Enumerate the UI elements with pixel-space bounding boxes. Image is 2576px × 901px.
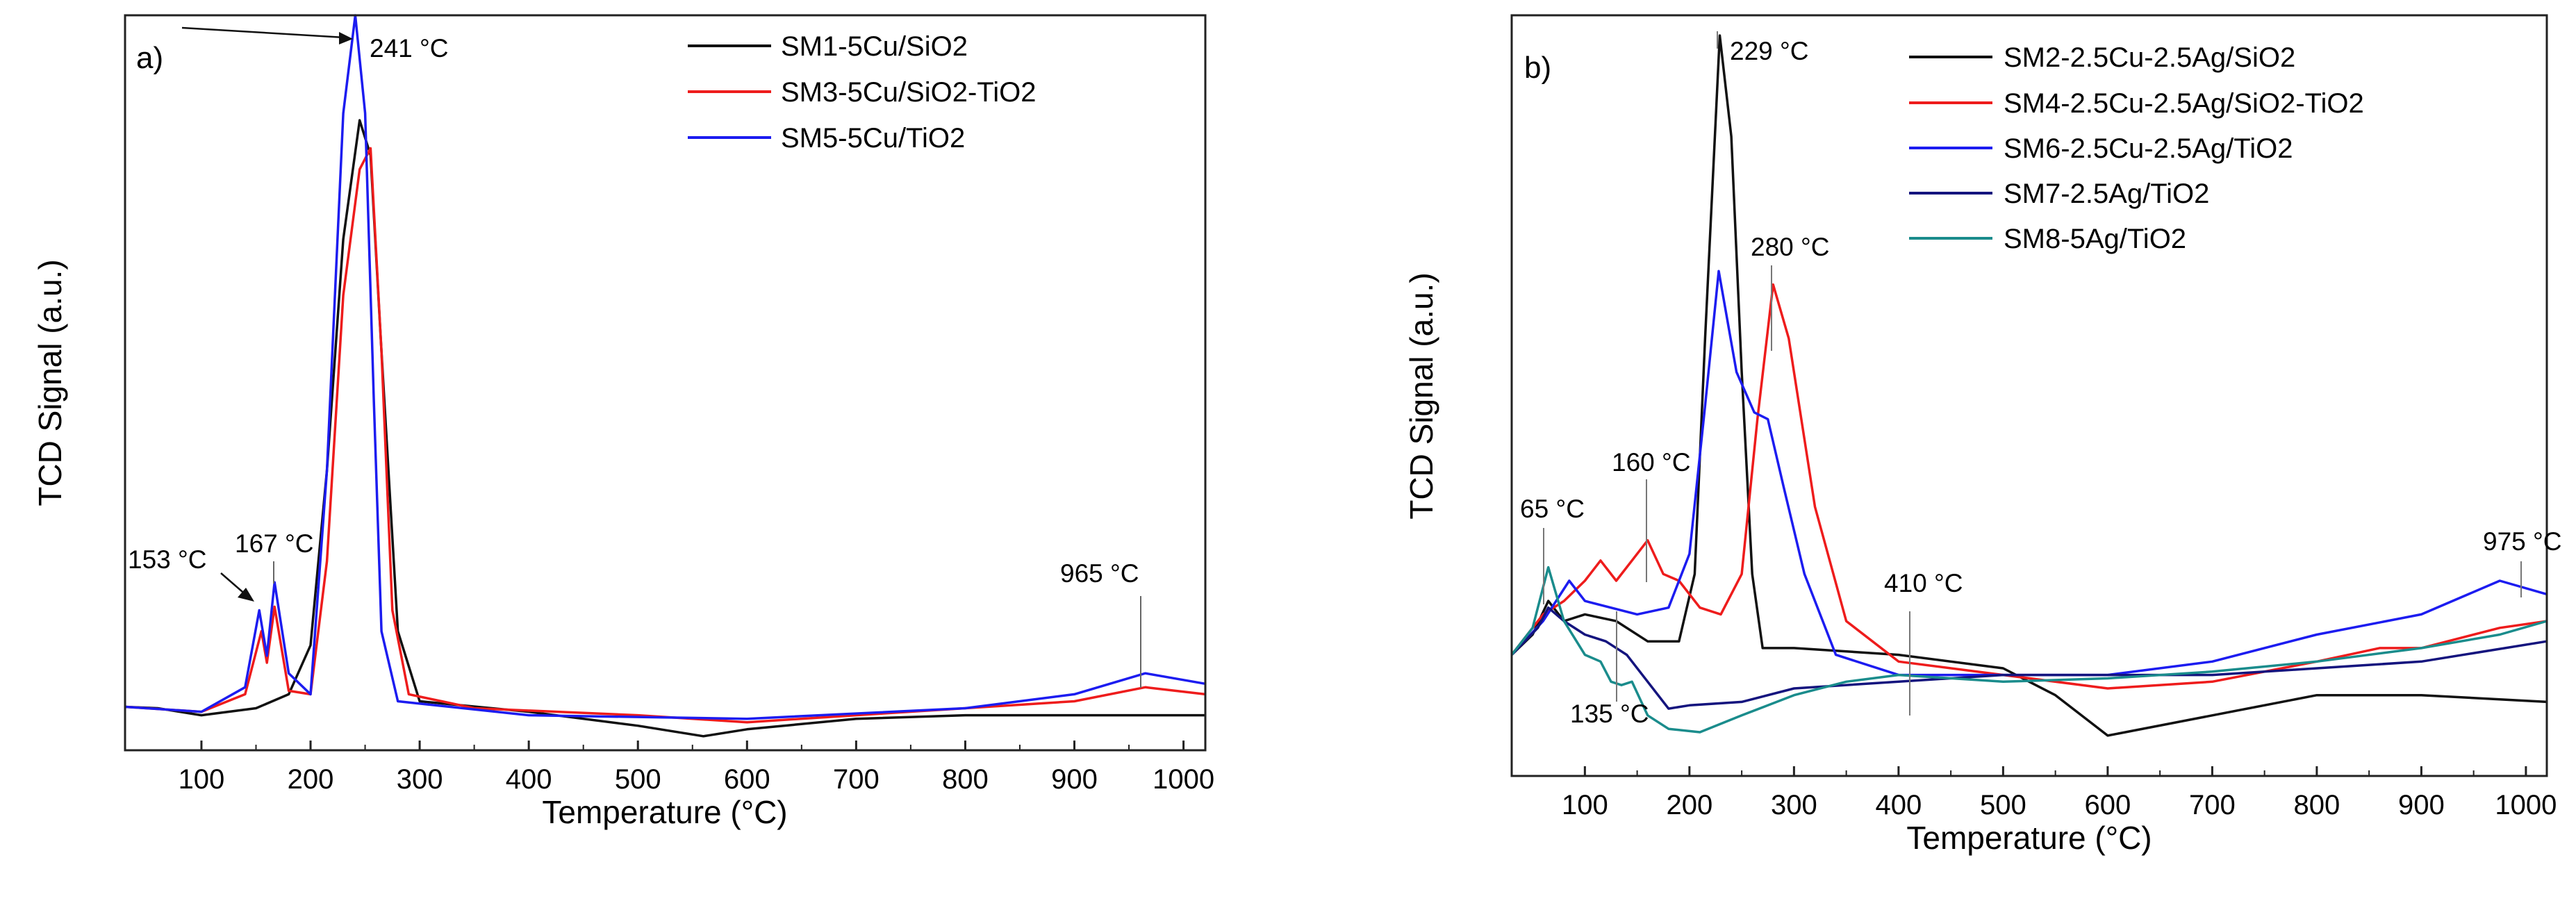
panel-a-series-sm1-line xyxy=(124,119,1205,738)
panel-a-annotation-241: 241 °C xyxy=(370,34,449,63)
panel-b-axes-frame xyxy=(1510,14,2548,777)
panel-a-legend-label-sm1: SM1-5Cu/SiO2 xyxy=(781,31,968,62)
panel-a-x-tick-label-900: 900 xyxy=(1051,764,1098,795)
panel-a-series-sm3-line xyxy=(124,147,1206,724)
panel-b-legend-label-sm6: SM6-2.5Cu-2.5Ag/TiO2 xyxy=(2004,133,2293,164)
panel-b-series-sm8-line xyxy=(1510,565,2548,734)
panel-b-annotation-229: 229 °C xyxy=(1730,37,1809,65)
panel-b-legend-label-sm4: SM4-2.5Cu-2.5Ag/SiO2-TiO2 xyxy=(2004,88,2364,119)
panel-a-arrow-241 xyxy=(181,26,345,39)
panel-a-x-tick-label-1000: 1000 xyxy=(1153,764,1214,795)
panel-a-legend-label-sm3: SM3-5Cu/SiO2-TiO2 xyxy=(781,77,1037,108)
panel-b-series-sm4-line xyxy=(1510,283,2548,690)
panel-b-x-tick-label-900: 900 xyxy=(2398,790,2445,820)
panel-a-x-ticks: 100 200 300 400 500 600 700 800 900 1000 xyxy=(179,741,1214,795)
panel-a-x-tick-label-300: 300 xyxy=(397,764,443,795)
panel-b-annotation-410: 410 °C xyxy=(1884,569,1963,597)
panel-a-series-sm5-line xyxy=(124,14,1206,720)
panel-b-annotation-65: 65 °C xyxy=(1520,495,1585,523)
panel-a-x-tick-label-100: 100 xyxy=(179,764,225,795)
panel-a-x-tick-label-500: 500 xyxy=(615,764,661,795)
panel-b-legend-label-sm8: SM8-5Ag/TiO2 xyxy=(2004,224,2186,254)
panel-b-x-tick-label-1000: 1000 xyxy=(2495,790,2557,820)
panel-a-arrowhead-153 xyxy=(238,588,254,602)
panel-b-x-tick-label-500: 500 xyxy=(1980,790,2026,820)
panel-a-annotation-153: 153 °C xyxy=(128,545,207,574)
panel-a-y-axis-title: TCD Signal (a.u.) xyxy=(32,259,68,506)
panel-b-x-tick-label-600: 600 xyxy=(2085,790,2131,820)
panel-a-label: a) xyxy=(136,41,163,75)
panel-b-x-axis-title: Temperature (°C) xyxy=(1906,820,2152,856)
panel-b-legend-label-sm2: SM2-2.5Cu-2.5Ag/SiO2 xyxy=(2004,42,2295,73)
panel-b-series-sm2-line xyxy=(1510,34,2548,737)
panel-b-legend: SM2-2.5Cu-2.5Ag/SiO2 SM4-2.5Cu-2.5Ag/SiO… xyxy=(1909,42,2364,254)
panel-a-annotation-965: 965 °C xyxy=(1060,559,1139,588)
panel-a-x-tick-label-400: 400 xyxy=(506,764,552,795)
panel-a-annotation-167: 167 °C xyxy=(235,529,314,558)
panel-b-annotation-160: 160 °C xyxy=(1612,448,1691,477)
panel-b-x-tick-label-300: 300 xyxy=(1771,790,1817,820)
panel-b-series-sm6-line xyxy=(1510,270,2548,677)
panel-b-x-tick-label-800: 800 xyxy=(2294,790,2340,820)
panel-b-x-tick-label-200: 200 xyxy=(1666,790,1712,820)
panel-b-plot-area xyxy=(1510,34,2548,737)
panel-a-x-tick-label-600: 600 xyxy=(724,764,770,795)
panel-b-annotation-975: 975 °C xyxy=(2483,527,2562,556)
panel-a-x-tick-label-200: 200 xyxy=(288,764,334,795)
panel-a-legend-label-sm5: SM5-5Cu/TiO2 xyxy=(781,123,965,154)
panel-b-legend-label-sm7: SM7-2.5Ag/TiO2 xyxy=(2004,179,2209,209)
panel-b-x-tick-label-400: 400 xyxy=(1875,790,1922,820)
panel-b-series-sm7-line xyxy=(1510,606,2548,710)
panel-a-arrowhead-241 xyxy=(339,32,353,44)
panel-a-x-tick-label-700: 700 xyxy=(833,764,880,795)
panel-b-x-tick-label-700: 700 xyxy=(2189,790,2236,820)
panel-a-x-tick-label-800: 800 xyxy=(942,764,989,795)
panel-b-label: b) xyxy=(1524,51,1551,85)
panel-b-x-tick-label-100: 100 xyxy=(1562,790,1608,820)
panel-a-x-axis-title: Temperature (°C) xyxy=(542,794,787,830)
panel-b-x-ticks: 100 200 300 400 500 600 700 800 900 1000 xyxy=(1562,766,2557,820)
panel-b-annotation-280: 280 °C xyxy=(1751,233,1830,261)
panel-b-y-axis-title: TCD Signal (a.u.) xyxy=(1403,272,1439,519)
panel-b: 100 200 300 400 500 600 700 800 900 1000 b) Tempe… xyxy=(1403,14,2562,856)
panel-a-axes-frame xyxy=(124,14,1207,752)
panel-a: 100 200 300 400 500 600 700 800 900 1000 a) Tempe… xyxy=(32,14,1214,830)
panel-b-annotation-135: 135 °C xyxy=(1570,700,1649,728)
panel-a-legend: SM1-5Cu/SiO2 SM3-5Cu/SiO2-TiO2 SM5-5Cu/T… xyxy=(688,31,1037,154)
panel-a-plot-area xyxy=(124,14,1206,738)
